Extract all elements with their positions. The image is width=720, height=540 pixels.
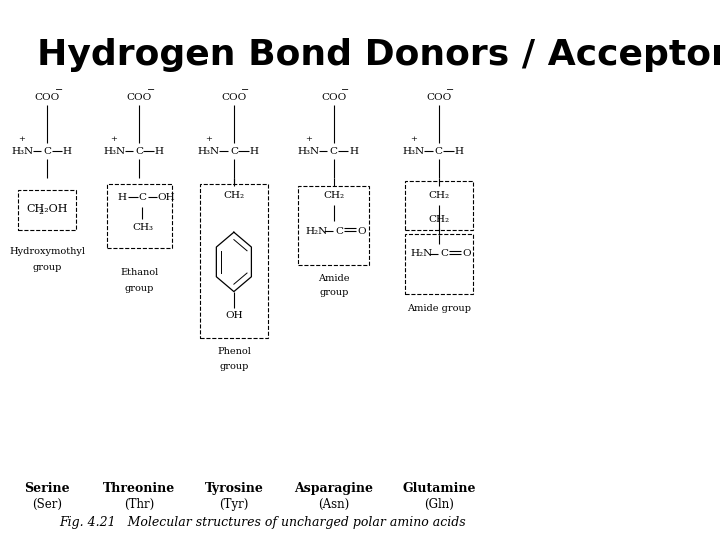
Text: COO: COO [127,93,152,102]
Text: +: + [19,136,25,143]
Text: −: − [446,86,454,95]
Text: H: H [349,147,359,156]
Text: (Asn): (Asn) [318,498,349,511]
Text: Glutamine: Glutamine [402,482,476,495]
Text: CH₂: CH₂ [323,191,344,200]
Text: CH₂OH: CH₂OH [27,204,68,214]
Text: (Gln): (Gln) [424,498,454,511]
Text: COO: COO [426,93,451,102]
Bar [405,181,473,230]
Text: group: group [125,285,154,293]
Text: −: − [241,86,250,95]
Text: Amide: Amide [318,274,349,282]
Text: Tyrosine: Tyrosine [204,482,264,495]
Text: C: C [435,147,443,156]
Bar [19,190,76,230]
Text: 2: 2 [39,208,43,216]
Text: C: C [335,227,343,235]
Text: Amide group: Amide group [407,305,471,313]
Bar [405,234,473,294]
Text: group: group [32,263,62,272]
Text: C: C [230,147,238,156]
Text: C: C [330,147,338,156]
Text: H: H [155,147,163,156]
Bar [199,184,268,338]
Text: OH: OH [158,193,176,201]
Text: H₃N: H₃N [11,147,33,156]
Text: −: − [341,86,349,95]
Text: O: O [357,227,366,235]
Text: H₃N: H₃N [402,147,425,156]
Text: +: + [111,136,117,143]
Text: H₃N: H₃N [103,147,125,156]
Text: (Tyr): (Tyr) [219,498,248,511]
Text: Hydrogen Bond Donors / Acceptors: Hydrogen Bond Donors / Acceptors [37,38,720,72]
Text: C: C [138,193,146,201]
Text: +: + [205,136,212,143]
Text: Phenol: Phenol [217,347,251,355]
Text: CH₂: CH₂ [223,191,244,200]
Text: H: H [249,147,258,156]
Bar [107,184,172,248]
Text: Fig. 4.21   Molecular structures of uncharged polar amino acids: Fig. 4.21 Molecular structures of unchar… [60,516,466,529]
Text: H: H [454,147,463,156]
Text: H₂N: H₂N [306,227,328,235]
Text: Asparagine: Asparagine [294,482,373,495]
Text: C: C [440,249,448,258]
Text: H: H [118,193,127,201]
Text: −: − [55,86,63,95]
Text: Serine: Serine [24,482,70,495]
Text: CH₃: CH₃ [132,224,153,232]
Text: (Thr): (Thr) [124,498,154,511]
Text: C: C [135,147,143,156]
Text: Ethanol: Ethanol [120,268,158,277]
Text: OH: OH [225,312,243,320]
Text: Threonine: Threonine [103,482,176,495]
Text: +: + [305,136,312,143]
Text: CH₂: CH₂ [428,215,449,224]
Text: COO: COO [221,93,246,102]
Text: COO: COO [321,93,346,102]
Text: CH₂: CH₂ [428,191,449,200]
Text: (Ser): (Ser) [32,498,63,511]
Text: group: group [219,362,248,370]
Text: C: C [43,147,51,156]
Text: −: − [147,86,155,95]
Text: H: H [63,147,72,156]
Text: Hydroxymothyl: Hydroxymothyl [9,247,85,255]
Text: H₃N: H₃N [197,147,220,156]
Text: H₃N: H₃N [297,147,320,156]
Text: group: group [319,288,348,297]
Text: COO: COO [35,93,60,102]
Text: +: + [410,136,417,143]
Text: H₂N: H₂N [411,249,433,258]
Bar [298,186,369,265]
Text: O: O [462,249,471,258]
